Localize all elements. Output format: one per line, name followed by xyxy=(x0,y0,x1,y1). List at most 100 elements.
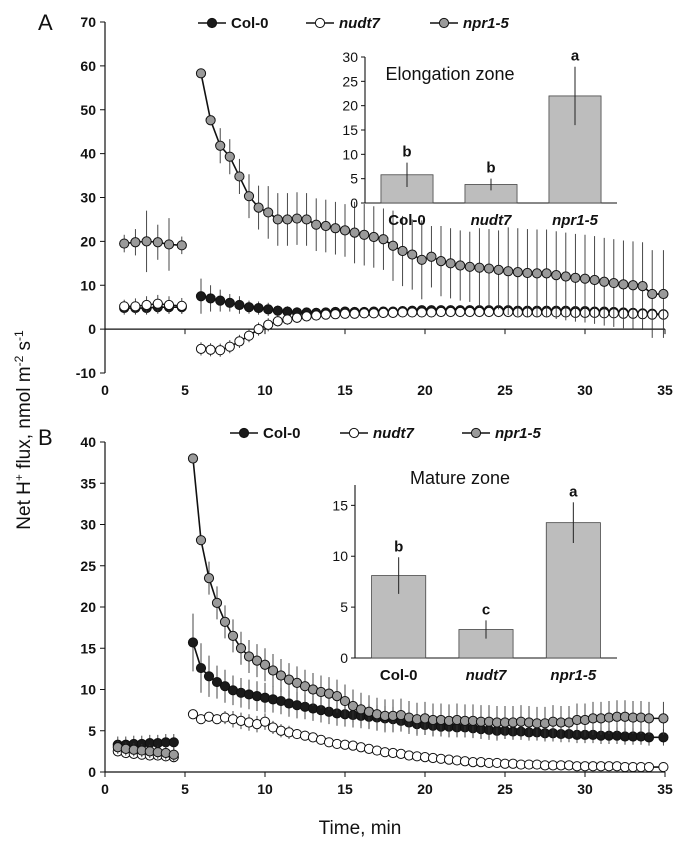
y-axis-title: Net H+ flux, nmol m-2 s-1 xyxy=(12,330,35,530)
data-point xyxy=(311,310,322,321)
data-point xyxy=(267,665,279,676)
y-tick-label: 15 xyxy=(80,640,96,656)
data-point xyxy=(291,213,303,224)
data-point xyxy=(455,306,466,318)
data-point xyxy=(320,220,331,232)
data-point xyxy=(589,274,600,286)
data-point xyxy=(658,761,669,773)
data-point xyxy=(243,330,255,341)
y-tick-label: 70 xyxy=(80,14,96,30)
inset-y-tick-label: 15 xyxy=(342,122,358,138)
x-tick-label: 0 xyxy=(101,382,109,398)
data-point xyxy=(152,298,163,309)
series-npr1 xyxy=(119,68,669,338)
data-point xyxy=(368,308,379,319)
data-point xyxy=(195,68,207,79)
data-point xyxy=(195,535,207,546)
data-point xyxy=(330,223,341,234)
data-point xyxy=(224,341,235,352)
data-point xyxy=(205,115,216,126)
panel-b: 0 5 10 15 20 25 30 35 40 0 5 10 15 20 25 30 35 Col-0 nudt7… xyxy=(80,425,673,797)
data-point xyxy=(579,273,591,284)
data-point xyxy=(234,299,245,311)
data-point xyxy=(243,191,255,202)
data-point xyxy=(163,299,175,311)
data-point xyxy=(259,659,271,670)
data-point xyxy=(235,643,247,654)
data-point xyxy=(215,295,226,306)
inset-category-label: Col-0 xyxy=(380,667,418,684)
legend-label-col0: Col-0 xyxy=(263,425,301,442)
x-tick-label: 25 xyxy=(497,781,513,797)
data-point xyxy=(608,277,619,289)
data-point xyxy=(291,312,303,323)
data-point xyxy=(168,749,179,760)
x-tick-label: 5 xyxy=(181,382,189,398)
inset-y-tick-label: 15 xyxy=(332,497,348,513)
data-point xyxy=(435,256,447,267)
legend-marker xyxy=(438,17,450,29)
inset-y-tick-label: 0 xyxy=(340,650,348,666)
data-point xyxy=(483,263,495,274)
data-point xyxy=(187,637,199,648)
data-point xyxy=(119,301,130,312)
x-tick-label: 20 xyxy=(417,781,433,797)
data-point xyxy=(435,306,447,318)
x-tick-label: 15 xyxy=(337,382,353,398)
data-point xyxy=(224,151,235,162)
data-point xyxy=(205,293,216,304)
data-point xyxy=(215,140,226,151)
y-tick-label: 20 xyxy=(80,233,96,249)
legend-marker xyxy=(314,17,326,29)
data-point xyxy=(493,264,504,275)
data-point xyxy=(658,288,669,300)
x-tick-label: 30 xyxy=(577,781,593,797)
panel-label-a: A xyxy=(38,10,53,35)
legend-label-nudt7: nudt7 xyxy=(373,425,414,442)
inset-y-tick-label: 10 xyxy=(332,548,348,564)
data-point xyxy=(551,270,562,281)
series-nudt7 xyxy=(119,294,669,357)
x-tick-label: 15 xyxy=(337,781,353,797)
data-point xyxy=(224,297,235,308)
data-point xyxy=(522,267,533,279)
x-tick-label: 10 xyxy=(257,781,273,797)
legend-label-npr1: npr1-5 xyxy=(463,15,510,32)
y-tick-label: 25 xyxy=(80,558,96,574)
inset-y-tick-label: 25 xyxy=(342,73,358,89)
inset-category-label: Col-0 xyxy=(388,212,426,229)
inset-y-tick-label: 0 xyxy=(350,195,358,211)
y-tick-label: 30 xyxy=(80,517,96,533)
inset-y-tick-label: 20 xyxy=(342,98,358,114)
x-tick-label: 5 xyxy=(181,781,189,797)
data-point xyxy=(187,709,199,720)
data-point xyxy=(243,651,255,662)
data-point xyxy=(253,324,264,335)
data-point xyxy=(512,266,523,278)
data-point xyxy=(275,670,287,681)
x-tick-label: 0 xyxy=(101,781,109,797)
data-point xyxy=(349,308,360,319)
data-point xyxy=(541,268,552,279)
data-point xyxy=(368,231,379,243)
data-point xyxy=(416,254,427,265)
data-point xyxy=(560,271,571,282)
y-tick-label: 40 xyxy=(80,146,96,162)
inset-category-label: nudt7 xyxy=(466,667,507,684)
data-point xyxy=(339,308,351,319)
data-point xyxy=(203,671,215,682)
data-point xyxy=(234,171,245,182)
data-point xyxy=(445,306,456,318)
data-point xyxy=(320,309,331,320)
data-point xyxy=(187,453,199,464)
data-point xyxy=(259,716,271,727)
data-point xyxy=(445,258,456,269)
data-point xyxy=(397,245,408,257)
panel-label-b: B xyxy=(38,425,53,450)
data-point xyxy=(263,207,274,218)
data-point xyxy=(263,319,274,330)
data-point xyxy=(176,240,187,251)
inset-title: Elongation zone xyxy=(385,64,514,84)
data-point xyxy=(163,239,175,250)
